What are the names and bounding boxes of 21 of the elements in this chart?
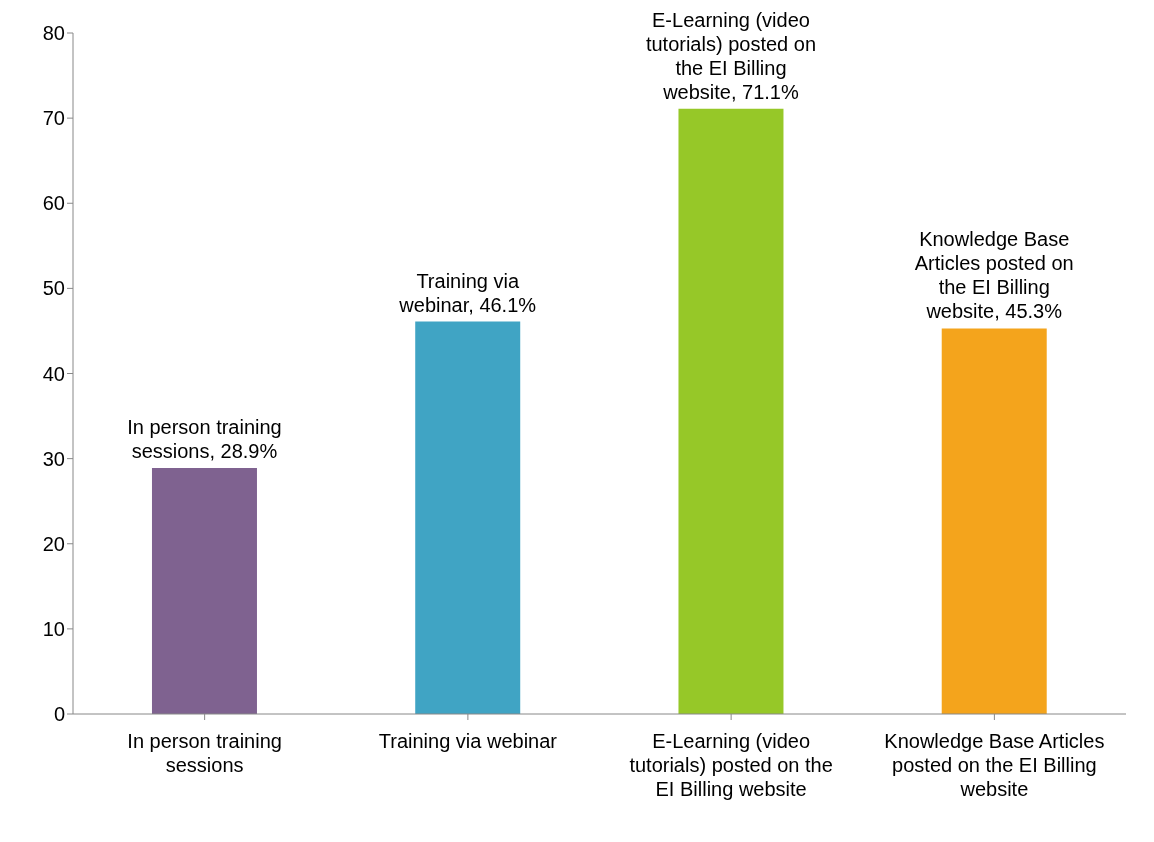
bar xyxy=(415,321,521,714)
y-tick-label: 60 xyxy=(42,192,65,215)
y-tick-label: 70 xyxy=(42,107,65,130)
bar xyxy=(151,467,257,714)
y-tick-label: 80 xyxy=(42,22,65,45)
y-tick-label: 30 xyxy=(42,447,65,470)
y-tick-label: 10 xyxy=(42,617,65,640)
y-tick-label: 50 xyxy=(42,277,65,300)
x-tick-label: Training via webinar xyxy=(378,730,558,752)
data-label: In person training sessions, 28.9% xyxy=(127,415,282,462)
y-tick-label: 20 xyxy=(42,532,65,555)
bar xyxy=(941,328,1047,714)
y-tick-label: 40 xyxy=(42,362,65,385)
bar xyxy=(678,108,784,714)
data-label: Knowledge Base Articles posted on the EI Billing website, 45.3% xyxy=(914,228,1074,323)
x-tick-label: Knowledge Base Articles posted on the EI Billing website xyxy=(884,730,1105,800)
data-label: E-Learning (video tutorials) posted on the EI Billing website, 71.1% xyxy=(645,8,817,103)
x-tick-label: In person training sessions xyxy=(127,730,282,776)
x-tick-label: E-Learning (video tutorials) posted on the EI Billing website xyxy=(629,730,833,800)
data-label: Training via webinar, 46.1% xyxy=(398,269,537,316)
y-tick-label: 0 xyxy=(53,703,65,726)
